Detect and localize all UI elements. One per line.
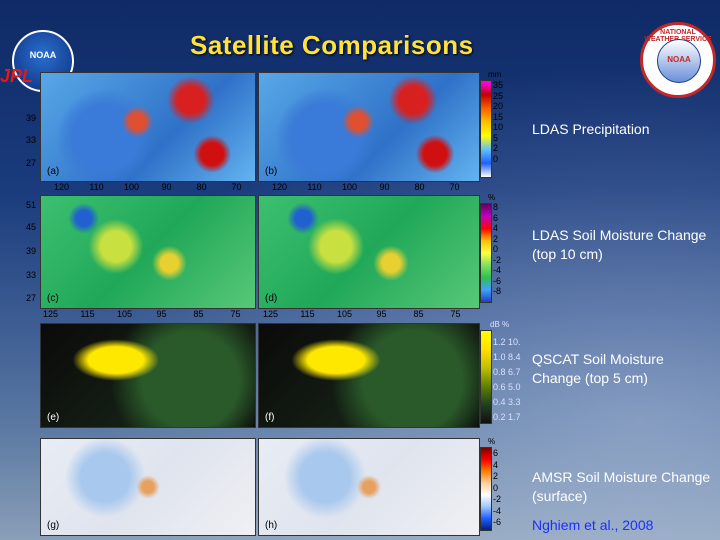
lat-tick: 45 bbox=[26, 222, 37, 232]
lat-tick: 51 bbox=[26, 200, 37, 210]
row-label-qscat: QSCAT Soil Moisture Change (top 5 cm) bbox=[532, 351, 664, 386]
ticks-precip: 35 25 20 15 10 5 2 0 bbox=[493, 80, 504, 164]
map-soil-d: (d) bbox=[258, 195, 480, 309]
ticks-qscat: 1.2 10. 1.0 8.4 0.8 6.7 0.6 5.0 0.4 3.3 0.2 … bbox=[493, 337, 521, 422]
row-label-ldas-soil: LDAS Soil Moisture Change (top 10 cm) bbox=[532, 227, 707, 262]
lat-tick: 27 bbox=[26, 293, 37, 303]
citation: Nghiem et al., 2008 bbox=[532, 517, 654, 533]
lon-axis-c: 125 115 105 95 85 75 bbox=[42, 309, 241, 319]
map-amsr-g: (g) bbox=[40, 438, 256, 536]
unit-precip: mm bbox=[488, 70, 502, 79]
lon-axis-b: 120 110 100 90 80 70 bbox=[271, 182, 460, 192]
colorbar-soil bbox=[480, 203, 492, 303]
map-precip-a: (a) bbox=[40, 72, 256, 182]
colorbar-qscat bbox=[480, 330, 492, 424]
lon-axis-a: 120 110 100 90 80 70 bbox=[53, 182, 242, 192]
map-qscat-e: (e) bbox=[40, 323, 256, 428]
jpl-logo: JPL bbox=[0, 66, 34, 86]
colorbar-amsr bbox=[480, 447, 492, 531]
map-amsr-h: (h) bbox=[258, 438, 480, 536]
unit-qscat: dB % bbox=[490, 320, 510, 329]
lat-tick: 27 bbox=[26, 158, 37, 168]
lat-tick: 33 bbox=[26, 270, 37, 280]
map-precip-b: (b) bbox=[258, 72, 480, 182]
map-soil-c: (c) bbox=[40, 195, 256, 309]
nws-logo: NATIONAL WEATHER SERVICE NOAA bbox=[640, 22, 716, 98]
row-label-precip: LDAS Precipitation bbox=[532, 121, 650, 137]
unit-amsr: % bbox=[488, 437, 496, 446]
lat-tick: 39 bbox=[26, 246, 37, 256]
map-qscat-f: (f) bbox=[258, 323, 480, 428]
lon-axis-d: 125 115 105 95 85 75 bbox=[262, 309, 461, 319]
row-label-amsr: AMSR Soil Moisture Change (surface) bbox=[532, 469, 711, 504]
lat-tick: 33 bbox=[26, 135, 37, 145]
lat-tick: 39 bbox=[26, 113, 37, 123]
colorbar-precip bbox=[480, 80, 492, 178]
unit-soil: % bbox=[488, 193, 496, 202]
page-title: Satellite Comparisons bbox=[190, 30, 474, 60]
